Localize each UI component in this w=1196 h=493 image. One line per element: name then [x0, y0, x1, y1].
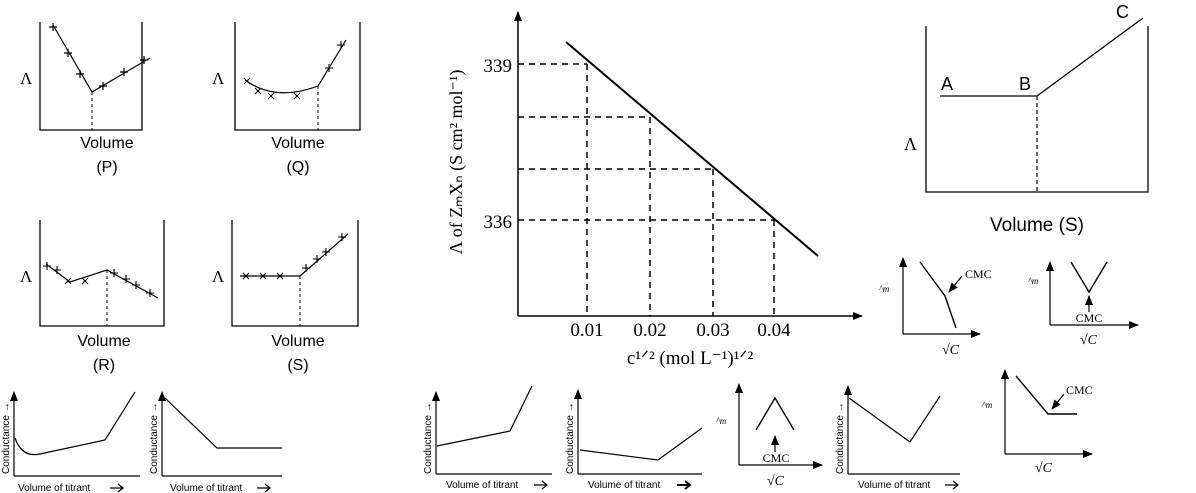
- main-x-tick-001: 0.01: [570, 320, 603, 341]
- cmc-4-x-label: √C: [1035, 461, 1053, 476]
- cmc-2-y-label: ^m: [1028, 276, 1039, 286]
- plot-s-frame: [231, 220, 359, 327]
- plot-s-markers: [242, 233, 346, 280]
- main-x-label: c¹ᐟ² (mol L⁻¹)¹ᐟ²: [627, 348, 754, 369]
- plot-p-frame: [39, 22, 143, 131]
- titration-2-x-label: Volume of titrant: [170, 483, 242, 493]
- plot-s-tag: (S): [287, 357, 308, 374]
- titration-2: Conductance → Volume of titrant: [149, 391, 282, 493]
- plot-p-y-label: Λ: [20, 69, 33, 88]
- main-y-tick-336: 336: [484, 212, 513, 233]
- cmc-4-pointer-arrow: [1051, 393, 1065, 410]
- plot-r-curve: [45, 263, 159, 299]
- titration-3: Conductance → Volume of titrant: [423, 385, 552, 491]
- plot-r-tag: (R): [93, 357, 115, 374]
- titration-2-curve: [164, 397, 282, 449]
- plot-r-y-label: Λ: [20, 267, 33, 286]
- plot-r-markers: [43, 262, 154, 297]
- abc-plot-frame: [925, 26, 1149, 193]
- cmc-4-curve: [1015, 375, 1077, 415]
- abc-point-c: C: [1116, 2, 1129, 22]
- plot-r: Λ Volume (R): [20, 220, 165, 374]
- cmc-1-x-label: √C: [942, 343, 960, 358]
- titration-3-x-label: Volume of titrant: [446, 480, 518, 491]
- plot-r-frame: [39, 220, 165, 327]
- cmc-1-y-label: ^m: [879, 284, 890, 294]
- plot-s: Λ Volume (S): [212, 220, 359, 374]
- abc-plot-curve: [940, 17, 1144, 97]
- titration-2-x-arrow-icon: [257, 483, 271, 493]
- plot-q-markers: [243, 41, 345, 100]
- plot-p: Λ Volume (P): [20, 22, 151, 176]
- cmc-plot-1: CMC ^m √C: [879, 257, 992, 358]
- cmc-plot-4: CMC ^m √C: [982, 369, 1093, 476]
- plot-q-frame: [234, 22, 361, 131]
- cmc-4-y-label: ^m: [982, 400, 993, 410]
- titration-4-curve: [579, 427, 703, 461]
- plot-p-markers: [49, 23, 148, 90]
- plot-s-y-label: Λ: [212, 267, 225, 286]
- titration-4: Conductance → Volume of titrant: [565, 389, 703, 491]
- cmc-2-label: CMC: [1076, 311, 1103, 325]
- abc-point-a: A: [941, 74, 953, 94]
- titration-5-y-label: Conductance →: [835, 402, 846, 474]
- main-x-tick-002: 0.02: [633, 320, 666, 341]
- main-x-tick-004: 0.04: [757, 320, 791, 341]
- cmc-3-x-label: √C: [767, 474, 785, 489]
- titration-5-curve: [848, 395, 941, 443]
- main-y-label: Λ of ZₘXₙ (S cm² mol⁻¹): [446, 70, 467, 255]
- titration-3-x-arrow-icon: [534, 480, 548, 490]
- abc-plot: A B C Λ Volume (S): [904, 2, 1149, 236]
- cmc-3-label: CMC: [763, 451, 790, 465]
- titration-4-x-arrow-icon: [677, 480, 692, 490]
- plot-r-x-label: Volume: [77, 333, 130, 350]
- plot-p-tag: (P): [96, 159, 117, 176]
- cmc-3-y-label: ^m: [716, 416, 727, 426]
- main-guide-lines: [518, 63, 775, 316]
- main-y-tick-339: 339: [484, 56, 513, 77]
- cmc-3-curve: [755, 396, 795, 431]
- main-x-tick-003: 0.03: [696, 320, 729, 341]
- titration-1-x-arrow-icon: [110, 483, 124, 493]
- titration-5-x-arrow-icon: [945, 480, 959, 490]
- abc-x-label: Volume (S): [990, 215, 1084, 236]
- cmc-1-label: CMC: [965, 267, 992, 281]
- cmc-2-curve: [1070, 261, 1108, 294]
- titration-3-curve: [436, 385, 533, 447]
- titration-1-curve: [14, 391, 136, 456]
- plot-s-x-label: Volume: [271, 333, 324, 350]
- plot-q: Λ Volume (Q): [212, 22, 361, 176]
- plot-q-x-label: Volume: [271, 135, 324, 152]
- abc-y-label: Λ: [904, 134, 917, 154]
- titration-1-x-label: Volume of titrant: [18, 483, 90, 493]
- cmc-plot-2: CMC ^m √C: [1028, 261, 1139, 348]
- titration-4-y-label: Conductance →: [565, 402, 576, 474]
- titration-5: Conductance → Volume of titrant: [835, 385, 960, 491]
- abc-point-b: B: [1019, 74, 1031, 94]
- cmc-1-curve: [919, 261, 957, 329]
- titration-1: Conductance → Volume of titrant: [1, 391, 140, 493]
- plot-s-curve: [240, 233, 349, 277]
- main-chart: 339 336 0.01 0.02 0.03 0.04 c¹ᐟ² (mol L⁻…: [446, 11, 863, 369]
- cmc-1-pointer-arrow: [948, 275, 963, 293]
- titration-4-x-label: Volume of titrant: [588, 480, 660, 491]
- plot-p-curve: [52, 24, 151, 93]
- plot-q-y-label: Λ: [212, 69, 225, 88]
- plot-p-x-label: Volume: [80, 135, 133, 152]
- cmc-plot-3: CMC ^m √C: [716, 383, 823, 489]
- cmc-2-x-label: √C: [1080, 333, 1098, 348]
- titration-3-y-label: Conductance →: [423, 402, 434, 474]
- plot-q-curve: [244, 39, 347, 94]
- plot-q-tag: (Q): [286, 159, 309, 176]
- cmc-4-label: CMC: [1066, 383, 1093, 397]
- titration-1-y-label: Conductance →: [1, 402, 12, 474]
- main-trend-line: [565, 41, 819, 257]
- titration-5-x-label: Volume of titrant: [858, 480, 930, 491]
- titration-2-y-label: Conductance →: [149, 402, 160, 474]
